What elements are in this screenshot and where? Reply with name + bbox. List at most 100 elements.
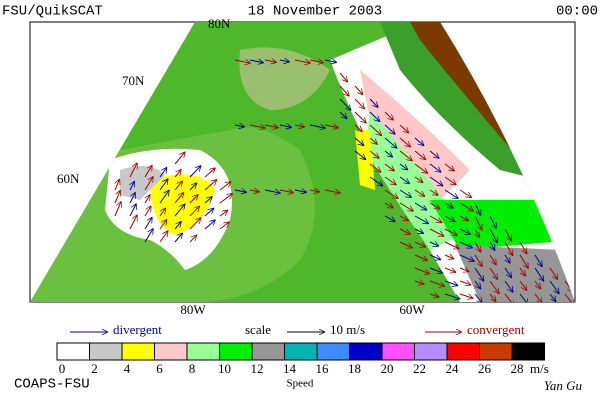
wind-arrow [369,124,382,136]
wind-arrow [144,228,153,243]
wind-arrow [234,60,251,63]
colorbar-tick: 0 [59,361,66,376]
wind-arrow [459,281,471,285]
wind-arrow [444,215,455,223]
wind-arrow [489,267,498,280]
wind-arrow [324,125,339,128]
wind-arrow [459,241,473,248]
wind-arrow [159,190,169,204]
wind-arrow [219,182,231,191]
wind-arrow [369,111,380,122]
wind-arrow [174,169,181,178]
wind-arrow [144,217,152,230]
wind-arrow [354,85,363,95]
colorbar-box [381,342,415,361]
wind-arrow [399,228,411,235]
wind-arrow [174,221,181,230]
wind-arrow [189,235,197,243]
wind-arrow [279,125,292,127]
wind-arrow [459,254,475,261]
wind-arrow [459,202,474,211]
wind-arrow [444,203,454,208]
wind-arrow [429,189,438,195]
wind-arrow [174,204,185,217]
wind-arrow [474,215,483,230]
wind-arrow [429,176,443,186]
wind-arrow [489,215,497,229]
wind-arrow [399,150,413,161]
wind-arrow [339,111,347,119]
wind-arrow [384,111,394,120]
wind-arrow [429,163,441,172]
header-left: FSU/QuikSCAT [2,4,103,20]
wind-arrow [399,189,412,198]
colorbar-label: Speed [287,378,314,390]
wind-arrow [444,176,456,185]
wind-arrow [504,241,514,256]
wind-arrow [384,124,395,134]
colorbar-box [154,342,188,361]
wind-arrow [294,190,307,192]
wind-arrow [490,241,496,251]
wind-arrow [519,241,528,254]
wind-arrow [444,228,457,236]
wind-arrow [309,125,326,128]
wind-arrow [174,181,183,191]
wind-arrow [504,228,513,241]
wind-arrow [505,254,510,263]
colorbar-box [511,342,545,361]
wind-arrow [369,150,379,158]
wind-arrow [264,125,279,128]
wind-arrow [159,179,168,191]
wind-arrow [414,137,424,146]
wind-arrow [459,216,469,222]
wind-arrow [309,60,324,63]
wind-arrow [384,137,397,148]
wind-arrow [159,231,168,243]
lon-label: 60W [399,302,425,317]
wind-arrow [189,183,197,191]
colorbar-box [219,342,253,361]
wind-arrow [384,203,394,208]
wind-arrow [399,163,408,170]
wind-arrow [474,241,482,252]
wind-arrow [189,218,201,230]
colorbar-tick: 12 [251,361,264,376]
wind-arrow [174,152,185,165]
wind-arrow [264,60,277,62]
wind-arrow [279,60,290,62]
wind-arrow [129,192,136,204]
legend-scale-value: 10 m/s [330,322,365,337]
wind-arrow [414,189,425,197]
wind-arrow [459,293,473,298]
wind-arrow [354,137,364,146]
wind-arrow [444,293,460,299]
colorbar-box [284,342,318,361]
wind-arrow [549,267,558,280]
wind-arrow [429,267,443,273]
wind-arrow [489,293,496,302]
wind-arrow [144,176,153,191]
colorbar-box [349,342,383,361]
header-date: 18 November 2003 [248,4,382,20]
lon-label: 80W [180,302,206,317]
colorbar-tick: 18 [348,361,361,376]
wind-arrow [549,293,556,302]
colorbar-box [56,342,90,361]
wind-arrow [444,268,456,272]
wind-arrow [504,280,513,292]
colorbar-box [89,342,123,361]
colorbar-tick: 28 [511,361,524,376]
colorbar-tick: 24 [446,361,460,376]
wind-arrow [429,242,439,246]
wind-arrow [429,215,442,224]
header-time: 00:00 [556,4,598,20]
footer-left: COAPS-FSU [14,377,90,393]
wind-arrow [144,206,151,217]
wind-arrow [384,176,396,185]
wind-arrow [429,202,440,209]
wind-arrow [444,163,455,171]
wind-arrow [264,190,281,193]
wind-arrow [549,280,559,294]
